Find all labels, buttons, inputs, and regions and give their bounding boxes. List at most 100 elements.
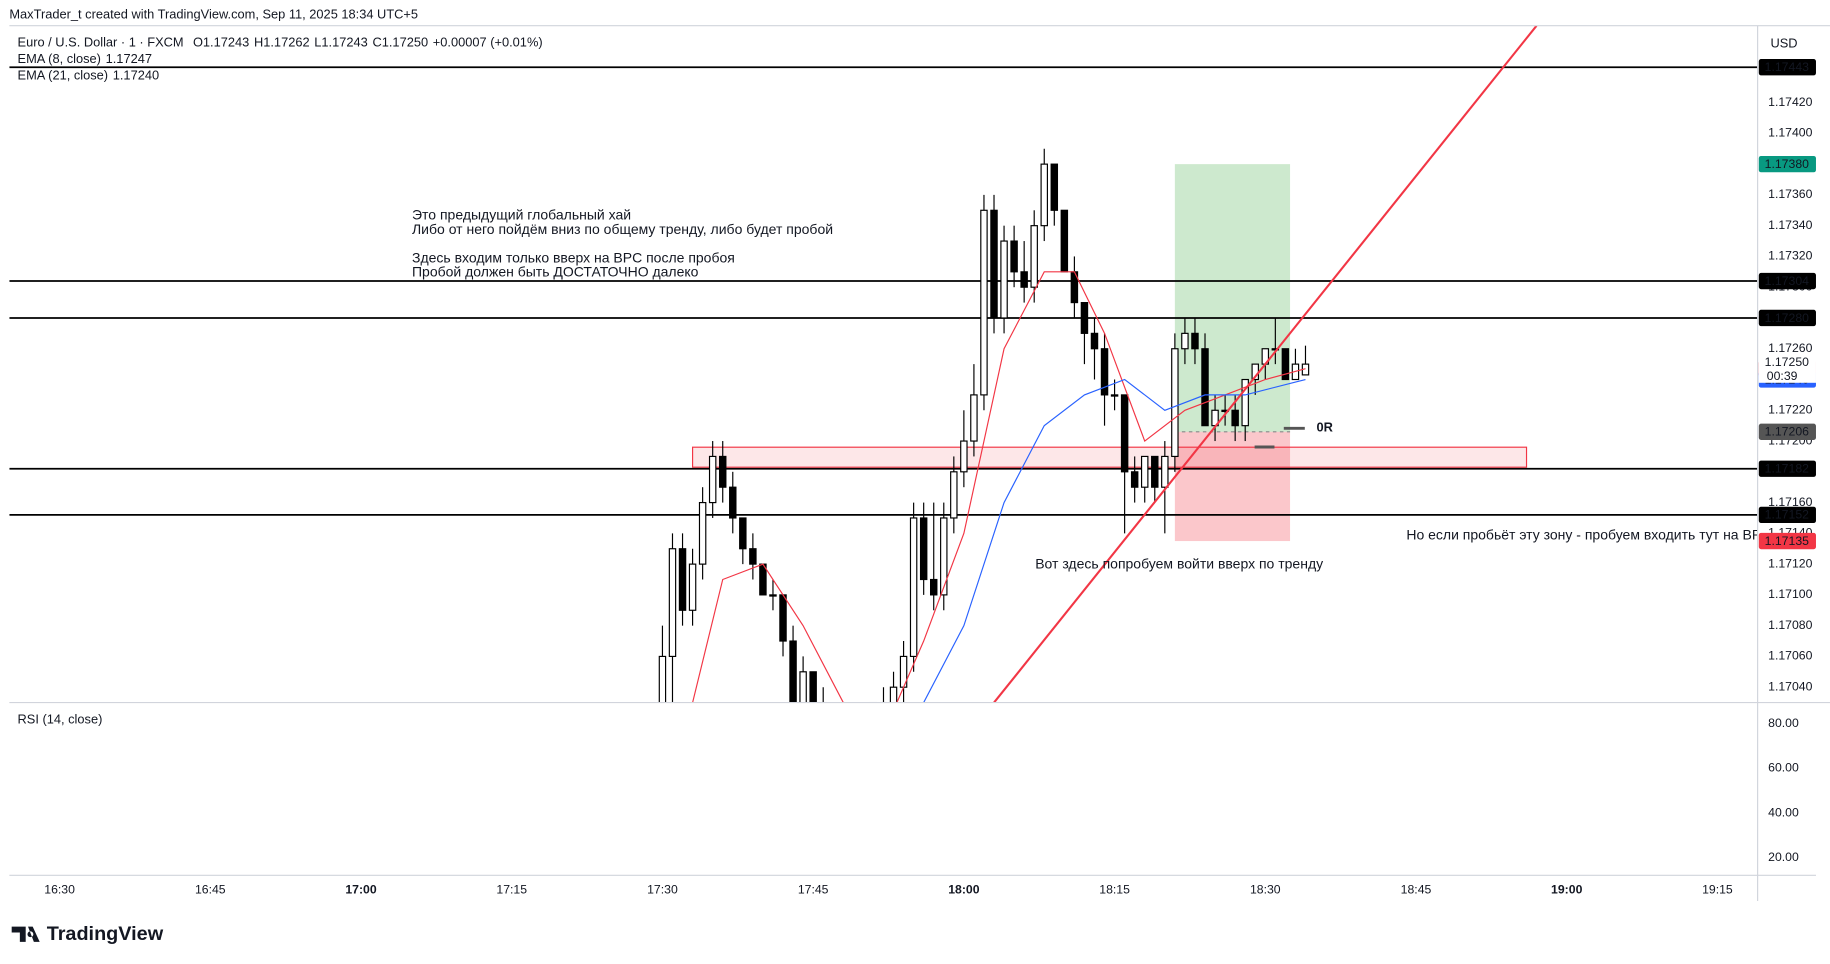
logo: TradingView [11, 923, 164, 945]
x-tick-label: 18:15 [1099, 883, 1130, 897]
rsi-tick-label: 60.00 [1768, 761, 1799, 775]
x-tick-label: 18:00 [948, 883, 980, 897]
y-tick-label: 1.17420 [1768, 95, 1812, 109]
y-tick-label: 1.17160 [1768, 495, 1812, 509]
legend-text: 1.17243 [321, 35, 367, 50]
price-label: 1.17152 [1765, 508, 1809, 522]
x-tick-label: 18:45 [1401, 883, 1432, 897]
position-label: 0R [1316, 420, 1332, 435]
candle-body [919, 517, 928, 581]
rsi-tick-label: 40.00 [1768, 805, 1799, 819]
candle-body [1000, 240, 1008, 319]
target-area [1174, 164, 1291, 432]
y-tick-label: 1.17040 [1768, 679, 1812, 693]
price-label: 1.17206 [1765, 425, 1809, 439]
candle-body [718, 455, 727, 488]
legend-text: 1.17243 [203, 35, 249, 50]
watermark: MaxTrader_t created with TradingView.com… [9, 7, 418, 22]
candle-body [1120, 394, 1129, 473]
y-tick-label: 1.17360 [1768, 187, 1812, 201]
price-label-box [1758, 155, 1816, 173]
ema-line [692, 271, 1306, 703]
legend-text: EMA (21, close) [18, 67, 109, 82]
annotation: Это предыдущий глобальный хай [412, 207, 631, 223]
legend-text: 1.17247 [106, 51, 152, 66]
candle-body [950, 471, 958, 519]
candle-body [809, 671, 817, 703]
candle-body [889, 686, 898, 703]
candle-body [1281, 348, 1290, 381]
y-tick-label: 1.17260 [1768, 341, 1812, 355]
price-label: 1.17280 [1765, 311, 1809, 325]
price-label: 1.17182 [1765, 462, 1809, 476]
annotation: Но если пробьёт эту зону - пробуем входи… [1406, 526, 1771, 542]
x-tick-label: 18:30 [1250, 883, 1281, 897]
countdown: 00:39 [1767, 369, 1798, 383]
annotation: Вот здесь попробуем войти вверх по тренд… [1035, 556, 1323, 572]
x-tick-label: 16:30 [44, 883, 75, 897]
candle-body [990, 209, 998, 319]
price-label: 1.17380 [1765, 157, 1809, 171]
candle-body [1050, 163, 1059, 211]
candle-body [1100, 348, 1109, 396]
candle-body [779, 594, 787, 642]
candle-body [929, 578, 938, 596]
candle-body [1231, 409, 1239, 427]
candle-body [1010, 240, 1018, 273]
legend-text: EMA (8, close) [18, 51, 101, 66]
y-tick-label: 1.17220 [1768, 403, 1812, 417]
y-tick-label: 1.17400 [1768, 126, 1812, 140]
candle-body [668, 548, 677, 658]
candle-body [970, 394, 978, 442]
legend-text: +0.00007 (+0.01%) [433, 35, 543, 50]
candle-body [960, 440, 968, 473]
candle-body [1191, 332, 1199, 350]
zone [692, 446, 1528, 468]
legend-text: 1.17240 [113, 67, 159, 82]
price-label-box [1758, 309, 1816, 327]
x-tick-label: 17:00 [345, 883, 377, 897]
candle-body [1151, 455, 1159, 488]
price-label-box [1758, 460, 1816, 477]
x-tick-label: 19:00 [1551, 883, 1583, 897]
rsi-tick-label: 80.00 [1768, 716, 1799, 730]
legend-text: 1.17250 [382, 35, 428, 50]
price-label-box [1758, 59, 1816, 76]
candle-body [749, 548, 757, 565]
candle-body [1090, 332, 1099, 350]
candle-body [708, 455, 717, 504]
candle-body [1171, 348, 1179, 458]
x-tick-label: 17:30 [647, 883, 678, 897]
candle-body [1040, 163, 1048, 227]
candle-body [1030, 225, 1038, 288]
last-price-box [1758, 354, 1816, 383]
candle-body [799, 671, 807, 703]
price-label-box [1758, 423, 1816, 440]
price-label-box [1758, 506, 1816, 524]
x-tick-label: 17:45 [798, 883, 829, 897]
annotation: Либо от него пойдём вниз по общему тренд… [412, 221, 833, 237]
candle-body [1130, 471, 1139, 488]
price-label: 1.17304 [1765, 274, 1809, 288]
y-tick-label: 1.17080 [1768, 618, 1812, 632]
legend-text: C [372, 35, 381, 50]
legend-text: O [193, 35, 203, 50]
rsi-tick-label: 20.00 [1768, 850, 1799, 864]
annotation: Здесь входим только вверх на BPC после п… [412, 249, 735, 265]
candle-body [1110, 394, 1119, 397]
y-tick-label: 1.17120 [1768, 556, 1812, 570]
legend-text: H [254, 35, 263, 50]
y-tick-label: 1.17320 [1768, 249, 1812, 263]
candle-body [698, 501, 707, 565]
candle-body [759, 563, 767, 596]
currency: USD [1770, 36, 1797, 51]
rsi-title: RSI (14, close) [18, 711, 103, 726]
candle-body [940, 517, 948, 596]
candle-body [729, 486, 737, 519]
candle-body [909, 517, 918, 658]
candle-body [1020, 271, 1028, 288]
y-tick-label: 1.17100 [1768, 587, 1812, 601]
